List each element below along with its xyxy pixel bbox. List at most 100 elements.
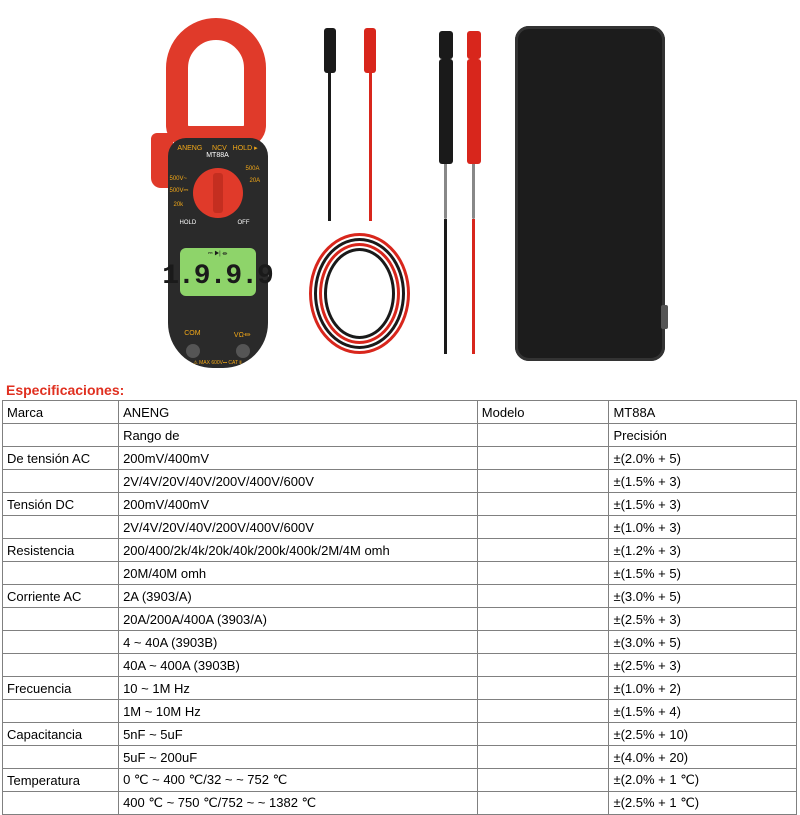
cell-brand-label: Marca bbox=[3, 401, 119, 424]
cell bbox=[3, 470, 119, 493]
table-row: 20M/40M omh ±(1.5% + 5) bbox=[3, 562, 797, 585]
cell: ±(4.0% + 20) bbox=[609, 746, 797, 769]
dial-label: 20A bbox=[250, 178, 261, 184]
dial-label: 500V~ bbox=[170, 176, 188, 182]
dial-label: 500V⎓ bbox=[170, 188, 189, 195]
port-v-label: VΩ⏛ bbox=[234, 330, 251, 340]
cell: 40A ~ 400A (3903B) bbox=[119, 654, 478, 677]
table-row: Corriente AC2A (3903/A)±(3.0% + 5) bbox=[3, 585, 797, 608]
cell: ±(3.0% + 5) bbox=[609, 585, 797, 608]
cell: ±(2.5% + 10) bbox=[609, 723, 797, 746]
table-row: 2V/4V/20V/40V/200V/400V/600V±(1.0% + 3) bbox=[3, 516, 797, 539]
dial-label: 500A bbox=[246, 166, 260, 172]
cell: 20A/200A/400A (3903/A) bbox=[119, 608, 478, 631]
table-row: 5uF ~ 200uF ±(4.0% + 20) bbox=[3, 746, 797, 769]
table-row: 40A ~ 400A (3903B) ±(2.5% + 3) bbox=[3, 654, 797, 677]
test-probes bbox=[427, 23, 497, 363]
meter-model-label: MT88A bbox=[168, 152, 268, 159]
cell: ±(2.5% + 3) bbox=[609, 654, 797, 677]
cell bbox=[477, 677, 609, 700]
cell bbox=[3, 562, 119, 585]
cell bbox=[477, 470, 609, 493]
table-row: 1M ~ 10M Hz±(1.5% + 4) bbox=[3, 700, 797, 723]
cell: 0 ℃ ~ 400 ℃/32 ~ ~ 752 ℃ bbox=[119, 769, 478, 792]
cell: ±(3.0% + 5) bbox=[609, 631, 797, 654]
port-com bbox=[186, 344, 200, 358]
clamp-jaw bbox=[166, 18, 266, 148]
cell: De tensión AC bbox=[3, 447, 119, 470]
zipper-pull bbox=[661, 305, 668, 329]
cell bbox=[477, 539, 609, 562]
lead-coil bbox=[309, 233, 404, 353]
table-header-row: Marca ANENG Modelo MT88A bbox=[3, 401, 797, 424]
dial-label: OFF bbox=[238, 220, 250, 226]
cell bbox=[477, 585, 609, 608]
cell: 2A (3903/A) bbox=[119, 585, 478, 608]
cell: ±(2.5% + 1 ℃) bbox=[609, 792, 797, 815]
cell: Frecuencia bbox=[3, 677, 119, 700]
cell: ±(1.5% + 5) bbox=[609, 562, 797, 585]
cell: ±(1.2% + 3) bbox=[609, 539, 797, 562]
cell bbox=[3, 792, 119, 815]
product-image-row: ANENG NCV HOLD ▸ MT88A 500A 20A 500V~ 50… bbox=[0, 0, 800, 378]
port-labels: COM VΩ⏛ bbox=[168, 330, 268, 340]
dial-label: 20k bbox=[174, 202, 184, 208]
cell: Temperatura bbox=[3, 769, 119, 792]
cell: 5nF ~ 5uF bbox=[119, 723, 478, 746]
cell bbox=[477, 746, 609, 769]
lead-wire-black bbox=[328, 71, 331, 221]
lead-wire-red bbox=[369, 71, 372, 221]
cell bbox=[477, 516, 609, 539]
cell: 2V/4V/20V/40V/200V/400V/600V bbox=[119, 516, 478, 539]
table-row: 20A/200A/400A (3903/A) ±(2.5% + 3) bbox=[3, 608, 797, 631]
port-com-label: COM bbox=[184, 330, 200, 340]
cell: 5uF ~ 200uF bbox=[119, 746, 478, 769]
lcd-screen: ⎓ ▶| ⏛ 1.9.9.9 bbox=[180, 248, 256, 296]
cell bbox=[3, 608, 119, 631]
cell: ±(1.5% + 3) bbox=[609, 493, 797, 516]
table-row: Tensión DC200mV/400mV±(1.5% + 3) bbox=[3, 493, 797, 516]
cell: 200mV/400mV bbox=[119, 447, 478, 470]
cell bbox=[477, 562, 609, 585]
screen-reading: 1.9.9.9 bbox=[162, 261, 273, 292]
screen-indicators: ⎓ ▶| ⏛ bbox=[208, 251, 227, 258]
cell: Resistencia bbox=[3, 539, 119, 562]
cell bbox=[477, 654, 609, 677]
clamp-meter: ANENG NCV HOLD ▸ MT88A 500A 20A 500V~ 50… bbox=[136, 18, 286, 368]
table-row: 4 ~ 40A (3903B) ±(3.0% + 5) bbox=[3, 631, 797, 654]
cell-precision-label: Precisión bbox=[609, 424, 797, 447]
cell: ±(2.5% + 3) bbox=[609, 608, 797, 631]
cell bbox=[3, 516, 119, 539]
table-row: Temperatura0 ℃ ~ 400 ℃/32 ~ ~ 752 ℃±(2.0… bbox=[3, 769, 797, 792]
cell bbox=[477, 700, 609, 723]
meter-brand-label: ANENG NCV HOLD ▸ bbox=[168, 144, 268, 152]
cell: 2V/4V/20V/40V/200V/400V/600V bbox=[119, 470, 478, 493]
cell bbox=[3, 424, 119, 447]
cell: 200/400/2k/4k/20k/40k/200k/400k/2M/4M om… bbox=[119, 539, 478, 562]
test-leads-coiled bbox=[304, 23, 409, 363]
port-v bbox=[236, 344, 250, 358]
cell bbox=[3, 746, 119, 769]
case-zipper bbox=[515, 26, 665, 361]
cell: 1M ~ 10M Hz bbox=[119, 700, 478, 723]
cell: ±(1.0% + 2) bbox=[609, 677, 797, 700]
probe-red bbox=[467, 31, 481, 356]
cell: 4 ~ 40A (3903B) bbox=[119, 631, 478, 654]
dial-knob bbox=[213, 173, 223, 213]
rotary-dial bbox=[193, 168, 243, 218]
cell-model-value: MT88A bbox=[609, 401, 797, 424]
table-row: Capacitancia5nF ~ 5uF±(2.5% + 10) bbox=[3, 723, 797, 746]
table-row: 400 ℃ ~ 750 ℃/752 ~ ~ 1382 ℃±(2.5% + 1 ℃… bbox=[3, 792, 797, 815]
cell: 20M/40M omh bbox=[119, 562, 478, 585]
cell: ±(2.0% + 5) bbox=[609, 447, 797, 470]
cell-model-label: Modelo bbox=[477, 401, 609, 424]
cell: 200mV/400mV bbox=[119, 493, 478, 516]
cell bbox=[477, 723, 609, 746]
safety-label: ⚠ MAX 600V⎓ CAT Ⅱ bbox=[168, 360, 268, 366]
spec-table: Marca ANENG Modelo MT88A Rango de Precis… bbox=[2, 400, 797, 815]
cell-brand-value: ANENG bbox=[119, 401, 478, 424]
table-row: De tensión AC200mV/400mV ±(2.0% + 5) bbox=[3, 447, 797, 470]
dial-label: HOLD bbox=[180, 220, 197, 226]
cell bbox=[3, 631, 119, 654]
cell bbox=[3, 654, 119, 677]
